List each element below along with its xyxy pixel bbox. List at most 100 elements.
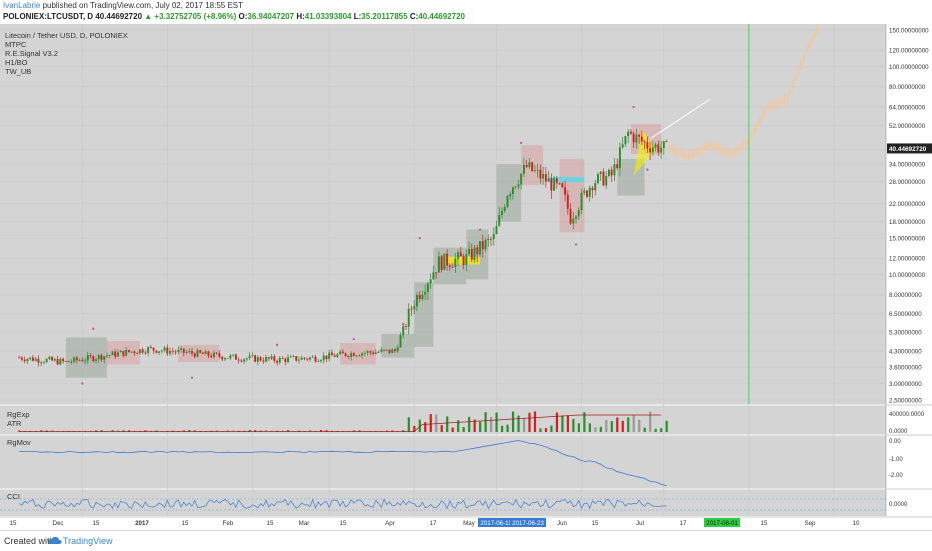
symbol-label: POLONIEX:LTCUSDT, D (3, 12, 94, 21)
pane4-bg (0, 490, 886, 516)
rgexp-bar (506, 424, 509, 432)
projection-body (769, 103, 772, 109)
rgexp-bar (621, 420, 624, 432)
candle-body (561, 183, 564, 188)
low-value: 35.20117855 (361, 12, 408, 21)
candle-body (487, 238, 490, 240)
rgexp-bar (588, 423, 591, 432)
candle-body (289, 356, 292, 358)
rgexp-bar (468, 416, 471, 432)
pane2-tick-label: 400000.0000 (889, 412, 925, 418)
candle-body (352, 353, 355, 357)
candle-body (610, 169, 613, 176)
candle-body (394, 349, 396, 352)
candle-body (457, 252, 460, 259)
candle-body (624, 135, 627, 145)
projection-body (758, 118, 761, 125)
projection-body (695, 149, 698, 155)
projection-body (772, 101, 775, 108)
projection-body (698, 148, 701, 154)
open-value: 36.94047207 (247, 12, 295, 21)
candle-body (509, 193, 512, 197)
range-box (414, 282, 434, 347)
projection-body (709, 142, 712, 148)
chart-area[interactable]: 150.00000000 120.00000000 100.00000000 80.0… (0, 22, 932, 530)
candle-body (292, 356, 295, 357)
x-tick-label: Jun (557, 520, 568, 527)
price-tick-label: 80.00000000 (889, 84, 926, 91)
candle-body (358, 355, 361, 357)
price-tick-label: 3.00000000 (889, 381, 922, 388)
candle-body (498, 215, 501, 226)
candle-body (136, 353, 139, 354)
signal-dot (190, 376, 194, 379)
candle-body (374, 352, 377, 354)
rgexp-bar (610, 421, 613, 432)
author-link[interactable]: IvanLabrie (3, 1, 41, 10)
candle-body (479, 241, 481, 255)
candle-body (344, 353, 347, 356)
x-tick-label: 15 (267, 520, 274, 527)
x-tick-label: 17 (680, 520, 687, 527)
rgexp-bar (627, 417, 630, 432)
candle-body (42, 362, 45, 364)
candle-body (577, 209, 580, 217)
candle-body (234, 354, 237, 360)
open-label: O: (238, 12, 248, 21)
candle-body (152, 347, 155, 351)
candle-body (424, 292, 427, 295)
projection-body (714, 144, 717, 151)
candle-body (95, 359, 97, 362)
candle-body (240, 360, 243, 362)
candle-body (435, 272, 438, 274)
candle-body (459, 252, 462, 257)
candle-body (564, 187, 567, 195)
candle-body (550, 178, 553, 191)
candle-body (81, 360, 84, 362)
candle-body (454, 258, 457, 268)
legend-rgexp: RgExp (7, 410, 30, 419)
projection-body (712, 143, 715, 149)
candle-body (484, 239, 487, 250)
candle-body (621, 144, 624, 148)
x-tick-label: 15 (761, 520, 768, 527)
candle-body (34, 358, 37, 361)
candle-body (298, 359, 300, 361)
candle-body (465, 254, 468, 265)
price-tick-label: 100.00000000 (889, 64, 929, 71)
pane2-bg (0, 406, 886, 434)
rgexp-bar (51, 430, 54, 432)
main-legend: Litecoin / Tether USD, D, POLONIEX MTPC … (5, 31, 128, 76)
candle-body (48, 357, 51, 360)
projection-body (703, 145, 706, 151)
candle-body (256, 357, 259, 362)
date-highlight (478, 518, 514, 527)
candle-body (251, 355, 254, 357)
candle-body (629, 131, 632, 134)
pane4-legend: CCI (7, 492, 20, 501)
candle-body (385, 349, 388, 351)
candle-body (468, 248, 471, 255)
footer-brand[interactable]: TradingView (63, 536, 113, 546)
pane3-legend: RgMov (7, 438, 31, 447)
candle-body (618, 147, 621, 169)
last-price-label: 40.44692720 (889, 146, 927, 153)
rgexp-bar (418, 419, 421, 432)
candle-body (599, 171, 602, 175)
rgexp-bar (649, 411, 652, 432)
candle-body (84, 360, 86, 362)
rgexp-bar (616, 417, 619, 432)
projection-body (739, 144, 742, 151)
candle-body (407, 308, 410, 327)
projection-body (720, 146, 723, 153)
x-tick-label: Apr (385, 520, 395, 527)
price-tick-label: 15.00000000 (889, 235, 926, 242)
candle-body (232, 354, 235, 356)
projection-body (736, 146, 739, 153)
candle-body (180, 348, 183, 350)
candle-body (62, 358, 65, 362)
candle-body (347, 355, 350, 358)
candle-body (597, 174, 599, 184)
signal-dot (632, 105, 635, 109)
rgexp-bar (583, 412, 586, 432)
